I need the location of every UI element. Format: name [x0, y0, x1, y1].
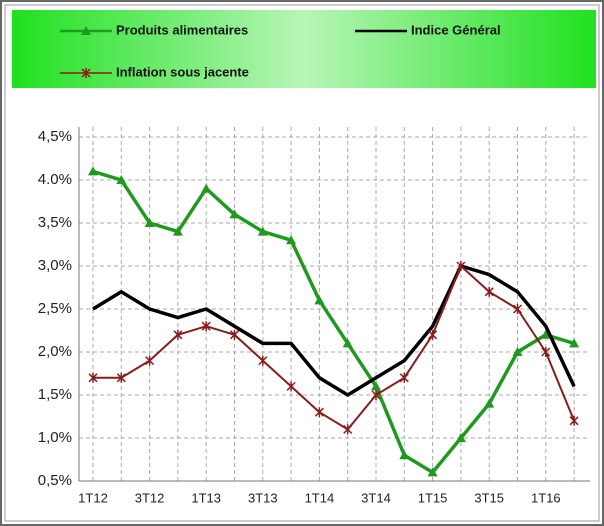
legend-marker [81, 26, 91, 35]
marker [116, 175, 127, 184]
marker [484, 286, 494, 297]
marker [229, 209, 240, 219]
marker [371, 390, 381, 400]
y-tick-label: 4.0% [38, 171, 72, 188]
marker [428, 329, 438, 340]
x-tick-label: 3T15 [474, 490, 504, 505]
marker [541, 347, 551, 357]
x-tick-label: 3T14 [361, 490, 391, 505]
marker [286, 381, 296, 392]
marker [258, 355, 268, 366]
y-tick-label: 1,0% [38, 429, 72, 446]
marker [144, 218, 155, 227]
marker [569, 415, 579, 426]
marker [540, 329, 551, 339]
y-tick-label: 4,5% [38, 128, 72, 145]
marker [512, 304, 523, 314]
x-tick-label: 3T12 [135, 490, 165, 505]
marker [88, 372, 98, 383]
series-line [92, 264, 576, 397]
marker [172, 226, 183, 236]
legend-label: Produits alimentaires [116, 22, 248, 37]
y-tick-label: 1,5% [38, 386, 72, 403]
marker [201, 321, 211, 332]
marker [116, 372, 126, 383]
marker [456, 261, 466, 271]
marker [201, 183, 212, 193]
marker [145, 355, 155, 366]
x-tick-label: 3T13 [248, 490, 278, 505]
marker [455, 433, 466, 442]
marker [314, 407, 324, 418]
marker [342, 338, 353, 348]
marker [173, 329, 183, 340]
marker [484, 398, 495, 408]
x-tick-label: 1T15 [418, 490, 448, 505]
y-tick-label: 3,0% [38, 257, 72, 274]
legend-marker [81, 68, 91, 78]
series-line [93, 265, 576, 431]
x-tick-label: 1T16 [531, 490, 561, 505]
marker [512, 347, 523, 356]
series-line [92, 169, 575, 475]
marker [257, 226, 268, 236]
x-tick-label: 1T13 [191, 490, 221, 505]
marker [399, 372, 409, 383]
marker [229, 329, 240, 340]
marker [371, 381, 381, 391]
y-tick-label: 2,0% [38, 343, 72, 360]
marker [569, 338, 580, 348]
marker [427, 467, 438, 477]
legend-label: Indice Général [411, 22, 501, 37]
legend: Produits alimentaires Indice Général Infla… [60, 22, 501, 79]
y-tick-label: 0,5% [38, 472, 72, 489]
marker [314, 295, 325, 305]
x-tick-label: 1T14 [305, 490, 335, 505]
marker [399, 450, 410, 460]
legend-label: Inflation sous jacente [116, 64, 249, 79]
y-tick-label: 2,5% [38, 300, 72, 317]
marker [343, 424, 353, 435]
marker [286, 235, 297, 245]
plot: 0,5% 1,0% 1,5% 2,0% 2,5% 3,0% 3,5% 4.0% 4,5% 1T12… [38, 127, 590, 505]
y-tick-label: 3,5% [38, 214, 72, 231]
inner-frame [4, 4, 600, 522]
marker [88, 166, 98, 176]
legend-box [12, 10, 596, 88]
x-tick-label: 1T12 [78, 490, 108, 505]
